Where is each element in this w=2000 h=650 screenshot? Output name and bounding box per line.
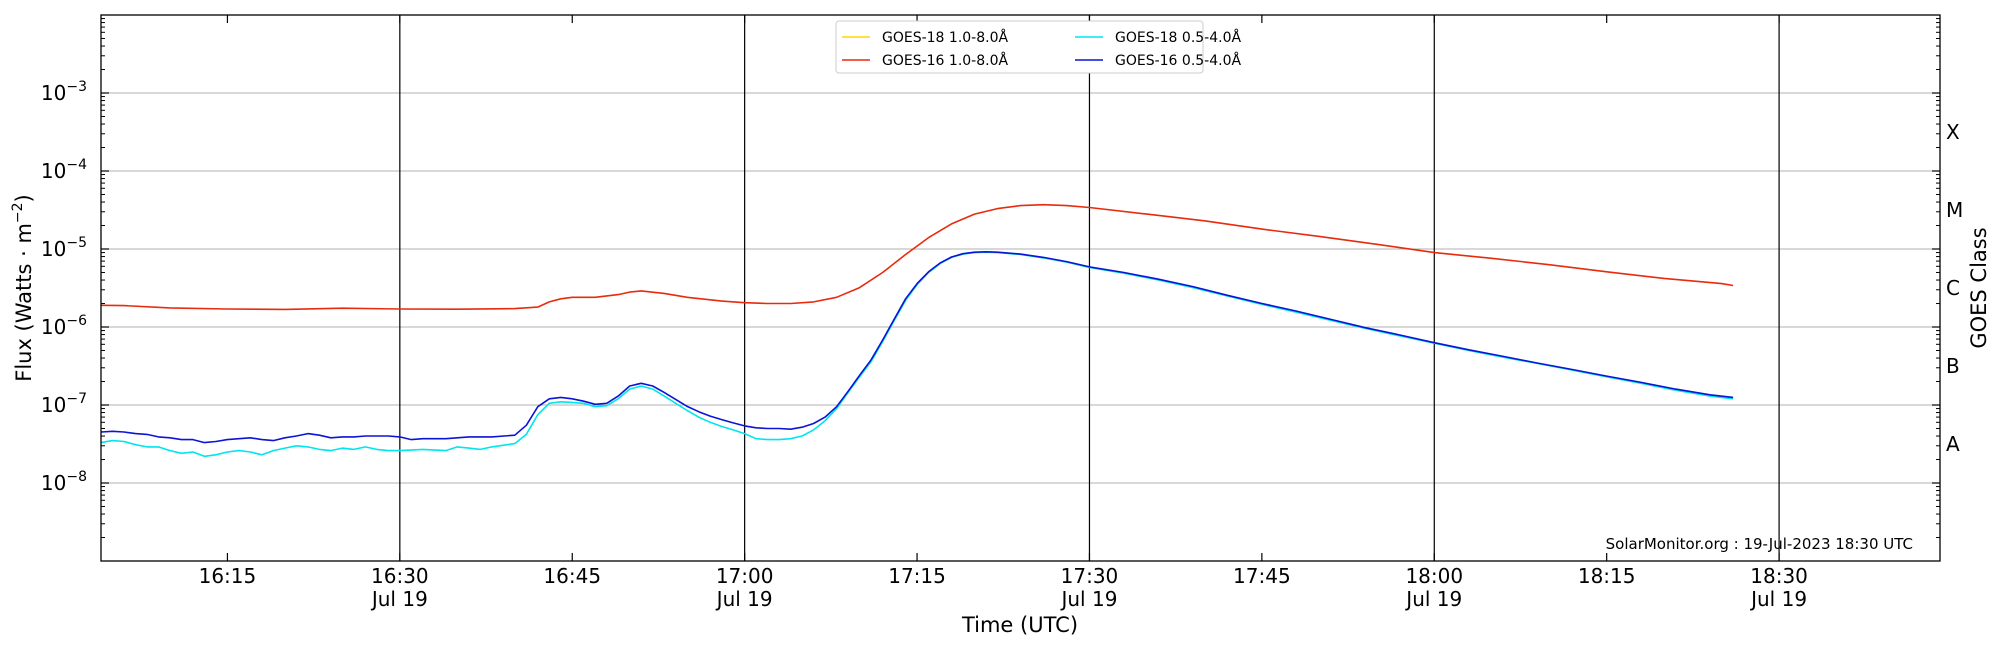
goes-class-label: C	[1946, 276, 1960, 300]
x-tick-label: 18:30	[1750, 564, 1808, 588]
x-tick-label: 17:15	[888, 564, 946, 588]
x-tick-label: 18:15	[1578, 564, 1636, 588]
x-tick-label: 17:00	[716, 564, 774, 588]
source-annotation: SolarMonitor.org : 19-Jul-2023 18:30 UTC	[1606, 535, 1913, 553]
x-axis-title: Time (UTC)	[961, 613, 1078, 637]
goes-class-axis-title: GOES Class	[1967, 227, 1991, 348]
x-tick-date-label: Jul 19	[1404, 587, 1462, 611]
x-tick-date-label: Jul 19	[1059, 587, 1117, 611]
series-line	[100, 203, 1734, 311]
y-tick-label: 10−6	[41, 313, 87, 339]
goes-class-label: M	[1946, 198, 1963, 222]
goes-class-label: X	[1946, 120, 1960, 144]
series-line	[100, 251, 1734, 458]
x-tick-date-label: Jul 19	[715, 587, 773, 611]
grid-layer	[101, 92, 1940, 484]
y-tick-label: 10−4	[41, 157, 87, 183]
legend-frame	[835, 20, 1204, 74]
plot-frame	[100, 14, 1941, 562]
x-tick-label: 16:15	[199, 564, 257, 588]
series-line	[100, 251, 1734, 444]
legend-label: GOES-16 0.5-4.0Å	[1115, 52, 1241, 69]
x-tick-label: 17:30	[1061, 564, 1119, 588]
goes-class-label: B	[1946, 354, 1960, 378]
legend-label: GOES-18 1.0-8.0Å	[882, 29, 1008, 46]
y-tick-label: 10−3	[41, 79, 87, 105]
y-axis-title: Flux (Watts · m−2)	[10, 194, 36, 382]
y-tick-label: 10−5	[41, 235, 87, 261]
x-tick-date-label: Jul 19	[370, 587, 428, 611]
x-tick-date-label: Jul 19	[1749, 587, 1807, 611]
x-tick-label: 16:30	[371, 564, 429, 588]
day-divider-layer	[399, 15, 1780, 561]
series-layer	[100, 203, 1734, 458]
y-tick-label: 10−7	[41, 391, 87, 417]
legend-label: GOES-18 0.5-4.0Å	[1115, 29, 1241, 46]
x-tick-label: 17:45	[1233, 564, 1291, 588]
legend: GOES-18 1.0-8.0Å GOES-16 1.0-8.0Å GOES-18 …	[835, 20, 1241, 74]
goes-class-label: A	[1946, 432, 1960, 456]
legend-label: GOES-16 1.0-8.0Å	[882, 52, 1008, 69]
x-tick-label: 16:45	[543, 564, 601, 588]
tick-layer	[101, 15, 1940, 561]
x-tick-label: 18:00	[1405, 564, 1463, 588]
y-tick-label: 10−8	[41, 469, 87, 495]
